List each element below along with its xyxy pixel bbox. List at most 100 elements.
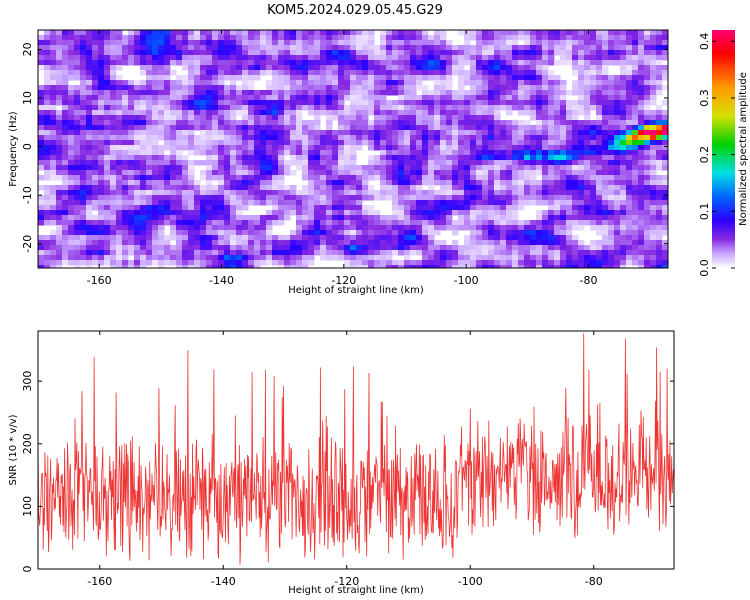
spectrogram-cell bbox=[182, 210, 189, 216]
spectrogram-cell bbox=[332, 150, 339, 156]
spectrogram-cell bbox=[62, 120, 69, 126]
spectrogram-cell bbox=[62, 115, 69, 121]
colorbar: 0.00.10.20.30.4 Normalized spectral ampl… bbox=[698, 30, 749, 277]
spectrogram-cell bbox=[404, 90, 411, 96]
spectrogram-cell bbox=[482, 70, 489, 76]
spectrogram-cell bbox=[320, 60, 327, 66]
spectrogram-cell bbox=[248, 105, 255, 111]
spectrogram-cell bbox=[614, 135, 621, 141]
spectrogram-cell bbox=[68, 225, 75, 231]
spectrogram-cell bbox=[200, 245, 207, 251]
spectrogram-cell bbox=[314, 180, 321, 186]
spectrogram-cell bbox=[194, 135, 201, 141]
spectrogram-cell bbox=[44, 60, 51, 66]
spectrogram-cell bbox=[572, 120, 579, 126]
spectrogram-cell bbox=[158, 100, 165, 106]
spectrogram-cell bbox=[86, 265, 93, 268]
spectrogram-cell bbox=[620, 40, 627, 46]
spectrogram-cell bbox=[308, 90, 315, 96]
spectrogram-cell bbox=[662, 75, 668, 81]
spectrogram-cell bbox=[638, 225, 645, 231]
spectrogram-cell bbox=[632, 180, 639, 186]
spectrogram-cell bbox=[140, 215, 147, 221]
spectrogram-cell bbox=[416, 125, 423, 131]
spectrogram-cell bbox=[416, 235, 423, 241]
spectrogram-cell bbox=[518, 165, 525, 171]
spectrogram-cell bbox=[512, 170, 519, 176]
spectrogram-cell bbox=[470, 60, 477, 66]
spectrogram-cell bbox=[44, 55, 51, 61]
spectrogram-cell bbox=[518, 225, 525, 231]
spectrogram-cell bbox=[530, 115, 537, 121]
spectrogram-cell bbox=[404, 120, 411, 126]
spectrogram-cell bbox=[146, 35, 153, 41]
spectrogram-cell bbox=[608, 190, 615, 196]
spectrogram-cell bbox=[578, 85, 585, 91]
spectrogram-cell bbox=[74, 170, 81, 176]
spectrogram-cell bbox=[518, 55, 525, 61]
spectrogram-cell bbox=[398, 85, 405, 91]
spectrogram-cell bbox=[218, 65, 225, 71]
spectrogram-cell bbox=[212, 255, 219, 261]
spectrogram-cell bbox=[122, 130, 129, 136]
spectrogram-cell bbox=[224, 160, 231, 166]
spectrogram-cell bbox=[146, 235, 153, 241]
spectrogram-cell bbox=[230, 155, 237, 161]
spectrogram-cell bbox=[278, 55, 285, 61]
spectrogram-cell bbox=[470, 185, 477, 191]
spectrogram-cell bbox=[632, 175, 639, 181]
spectrogram-cell bbox=[140, 80, 147, 86]
spectrogram-cell bbox=[158, 55, 165, 61]
spectrogram-cell bbox=[476, 35, 483, 41]
spectrogram-cell bbox=[284, 260, 291, 266]
spectrogram-cell bbox=[302, 105, 309, 111]
spectrogram-cell bbox=[596, 100, 603, 106]
spectrogram-cell bbox=[194, 45, 201, 51]
spectrogram-cell bbox=[356, 225, 363, 231]
spectrogram-cell bbox=[644, 190, 651, 196]
spectrogram-cell bbox=[536, 70, 543, 76]
spectrogram-cell bbox=[578, 185, 585, 191]
spectrogram-cell bbox=[170, 255, 177, 261]
spectrogram-cell bbox=[458, 210, 465, 216]
spectrogram-cell bbox=[344, 80, 351, 86]
spectrogram-cell bbox=[92, 205, 99, 211]
spectrogram-cell bbox=[110, 180, 117, 186]
spectrogram-cell bbox=[656, 195, 663, 201]
spectrogram-cell bbox=[650, 185, 657, 191]
spectrogram-cell bbox=[134, 190, 141, 196]
spectrogram-cell bbox=[494, 205, 501, 211]
spectrogram-cell bbox=[116, 260, 123, 266]
spectrogram-cell bbox=[344, 135, 351, 141]
spectrogram-cell bbox=[140, 145, 147, 151]
spectrogram-cell bbox=[314, 175, 321, 181]
spectrogram-cell bbox=[518, 260, 525, 266]
spectrogram-cell bbox=[566, 110, 573, 116]
spectrogram-cell bbox=[206, 210, 213, 216]
spectrogram-cell bbox=[488, 50, 495, 56]
spectrogram-cell bbox=[476, 160, 483, 166]
spectrogram-cell bbox=[452, 180, 459, 186]
spectrogram-cell bbox=[140, 210, 147, 216]
spectrogram-cell bbox=[110, 150, 117, 156]
spectrogram-cell bbox=[164, 130, 171, 136]
spectrogram-cell bbox=[110, 145, 117, 151]
spectrogram-cell bbox=[56, 255, 63, 261]
spectrogram-cell bbox=[374, 90, 381, 96]
spectrogram-cell bbox=[620, 160, 627, 166]
spectrogram-cell bbox=[404, 130, 411, 136]
spectrogram-cell bbox=[644, 205, 651, 211]
spectrogram-cell bbox=[638, 145, 645, 151]
spectrogram-cell bbox=[242, 115, 249, 121]
spectrogram-cell bbox=[560, 240, 567, 246]
spectrogram-cell bbox=[140, 170, 147, 176]
spectrogram-cell bbox=[602, 120, 609, 126]
spectrogram-cell bbox=[260, 65, 267, 71]
spectrogram-cell bbox=[524, 105, 531, 111]
spectrogram-cell bbox=[122, 50, 129, 56]
spectrogram-cell bbox=[296, 240, 303, 246]
spectrogram-cell bbox=[380, 165, 387, 171]
spectrogram-cell bbox=[494, 185, 501, 191]
spectrogram-cell bbox=[62, 180, 69, 186]
spectrogram-cell bbox=[302, 70, 309, 76]
